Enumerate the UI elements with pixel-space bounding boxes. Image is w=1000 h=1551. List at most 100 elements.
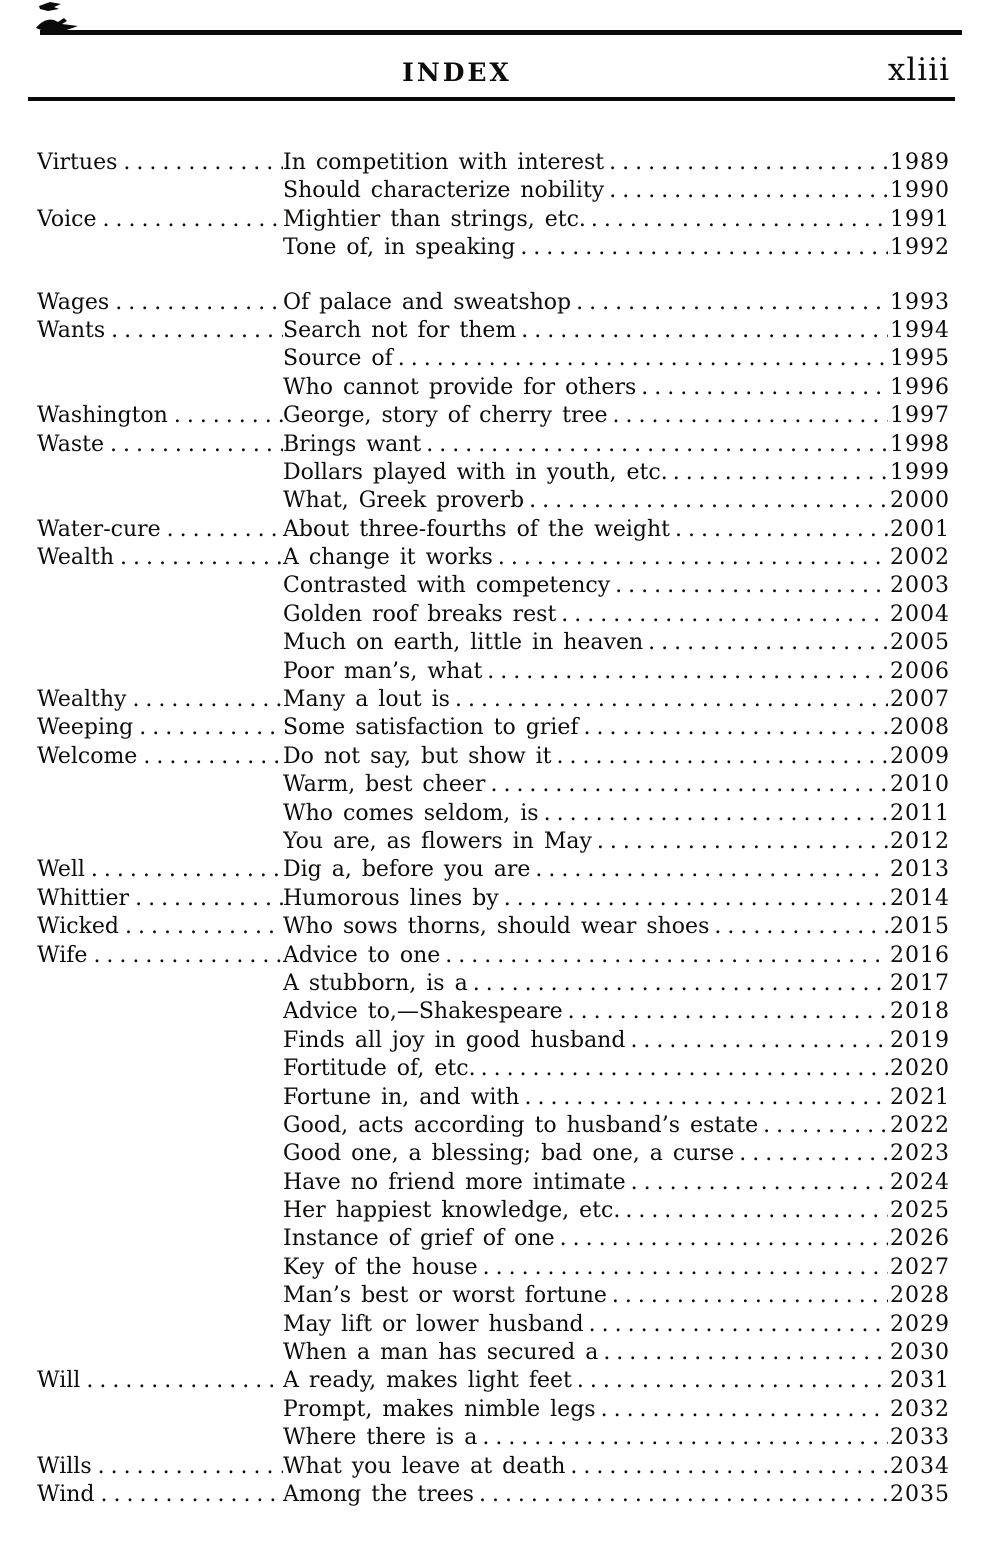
index-page-number: 2000 bbox=[890, 488, 950, 514]
index-page-number: 2028 bbox=[890, 1283, 950, 1309]
index-description: You are, as flowers in May bbox=[283, 828, 592, 854]
index-description-cell: Some satisfaction to grief bbox=[283, 715, 888, 740]
index-page-number: 2016 bbox=[890, 942, 950, 968]
leader-dots bbox=[609, 150, 888, 175]
index-term-cell: Wealth bbox=[37, 545, 283, 570]
index-description: Source of bbox=[283, 346, 393, 372]
index-description-cell: Should characterize nobility bbox=[283, 178, 888, 203]
index-row: Have no friend more intimate 2024 bbox=[37, 1170, 950, 1198]
index-description-cell: Good, acts according to husband’s estate bbox=[283, 1113, 888, 1138]
index-term: Whittier bbox=[37, 885, 130, 911]
index-description-cell: Key of the house bbox=[283, 1255, 888, 1280]
index-description: Advice to one bbox=[283, 942, 441, 968]
index-description: Have no friend more intimate bbox=[283, 1169, 626, 1195]
index-term: Water-cure bbox=[37, 516, 161, 542]
index-description-cell: When a man has secured a bbox=[283, 1340, 888, 1365]
index-description: Dig a, before you are bbox=[283, 857, 531, 883]
index-term-cell: Wants bbox=[37, 318, 283, 343]
index-description-cell: In competition with interest bbox=[283, 150, 888, 175]
index-row: Golden roof breaks rest 2004 bbox=[37, 602, 950, 630]
index-page-number: 1995 bbox=[890, 346, 950, 372]
index-page-number: 1999 bbox=[890, 459, 950, 485]
index-row: Waste Brings want 1998 bbox=[37, 432, 950, 460]
leader-dots bbox=[613, 403, 888, 428]
index-row: Virtues In competition with interest 198… bbox=[37, 150, 950, 178]
index-row: Wages Of palace and sweatshop 1993 bbox=[37, 290, 950, 318]
index-row: Weeping Some satisfaction to grief 2008 bbox=[37, 715, 950, 743]
index-description-cell: Fortitude of, etc. bbox=[283, 1056, 888, 1081]
index-description: Key of the house bbox=[283, 1254, 478, 1280]
index-description-cell: Warm, best cheer bbox=[283, 772, 888, 797]
index-description-cell: Who comes seldom, is bbox=[283, 801, 888, 826]
index-description: Good one, a blessing; bad one, a curse bbox=[283, 1141, 735, 1167]
leader-dots bbox=[597, 829, 888, 854]
leader-dots bbox=[445, 943, 888, 968]
index-page-number: 1990 bbox=[890, 178, 950, 204]
index-row: Much on earth, little in heaven 2005 bbox=[37, 630, 950, 658]
index-term: Wealthy bbox=[37, 687, 127, 713]
leader-dots bbox=[111, 318, 283, 343]
leader-dots bbox=[86, 1368, 283, 1393]
leader-dots bbox=[123, 150, 283, 175]
index-description-cell: Finds all joy in good husband bbox=[283, 1028, 888, 1053]
index-row: Advice to,—Shakespeare 2018 bbox=[37, 999, 950, 1027]
index-term-cell: Will bbox=[37, 1368, 283, 1393]
index-description: Who sows thorns, should wear shoes bbox=[283, 914, 710, 940]
index-row: When a man has secured a 2030 bbox=[37, 1340, 950, 1368]
leader-dots bbox=[648, 630, 888, 655]
index-description-cell: Contrasted with competency bbox=[283, 573, 888, 598]
index-term: Wife bbox=[37, 942, 88, 968]
index-page-number: 2021 bbox=[890, 1084, 950, 1110]
index-description-cell: A ready, makes light feet bbox=[283, 1368, 888, 1393]
index-description-cell: About three-fourths of the weight bbox=[283, 517, 888, 542]
index-description: A change it works bbox=[283, 545, 493, 571]
leader-dots bbox=[167, 517, 283, 542]
index-description: A ready, makes light feet bbox=[283, 1368, 572, 1394]
index-description-cell: Man’s best or worst fortune bbox=[283, 1283, 888, 1308]
index-description-cell: Among the trees bbox=[283, 1482, 888, 1507]
index-row: Fortitude of, etc. 2020 bbox=[37, 1056, 950, 1084]
index-description-cell: Source of bbox=[283, 346, 888, 371]
index-row: Water-cure About three-fourths of the we… bbox=[37, 517, 950, 545]
index-page-number: 2002 bbox=[890, 545, 950, 571]
leader-dots bbox=[483, 1255, 888, 1280]
index-description: Fortitude of, etc. bbox=[283, 1056, 476, 1082]
index-description: Of palace and sweatshop bbox=[283, 289, 572, 315]
index-row: Where there is a 2033 bbox=[37, 1425, 950, 1453]
index-page-number: 2024 bbox=[890, 1169, 950, 1195]
leader-dots bbox=[568, 999, 888, 1024]
index-description-cell: Who cannot provide for others bbox=[283, 375, 888, 400]
index-description-cell: Instance of grief of one bbox=[283, 1226, 888, 1251]
index-page-number: 1994 bbox=[890, 317, 950, 343]
index-description: Many a lout is bbox=[283, 687, 450, 713]
index-row: A stubborn, is a 2017 bbox=[37, 971, 950, 999]
index-row: Good one, a blessing; bad one, a curse 2… bbox=[37, 1141, 950, 1169]
index-description: Instance of grief of one bbox=[283, 1226, 555, 1252]
index-row: Wife Advice to one 2016 bbox=[37, 943, 950, 971]
index-page-number: 2010 bbox=[890, 772, 950, 798]
index-description-cell: Poor man’s, what bbox=[283, 659, 888, 684]
index-description: About three-fourths of the weight bbox=[283, 516, 670, 542]
index-description: Brings want bbox=[283, 431, 422, 457]
index-term-cell: Virtues bbox=[37, 150, 283, 175]
index-page-number: 1992 bbox=[890, 235, 950, 261]
index-description: Golden roof breaks rest bbox=[283, 601, 557, 627]
leader-dots bbox=[125, 914, 283, 939]
leader-dots bbox=[135, 886, 283, 911]
index-description: Some satisfaction to grief bbox=[283, 715, 579, 741]
index-row: Welcome Do not say, but show it 2009 bbox=[37, 744, 950, 772]
index-page-number: 1998 bbox=[890, 431, 950, 457]
leader-dots bbox=[641, 375, 888, 400]
index-description: Her happiest knowledge, etc. bbox=[283, 1198, 621, 1224]
leader-dots bbox=[603, 1340, 888, 1365]
index-description: Contrasted with competency bbox=[283, 573, 611, 599]
leader-dots bbox=[615, 573, 888, 598]
index-description: Who cannot provide for others bbox=[283, 374, 637, 400]
index-row: Should characterize nobility 1990 bbox=[37, 178, 950, 206]
index-row: Whittier Humorous lines by 2014 bbox=[37, 886, 950, 914]
index-description: Should characterize nobility bbox=[283, 178, 605, 204]
index-row: Contrasted with competency 2003 bbox=[37, 573, 950, 601]
index-description: In competition with interest bbox=[283, 150, 605, 175]
index-row: Wind Among the trees 2035 bbox=[37, 1482, 950, 1510]
index-term: Wealth bbox=[37, 545, 114, 571]
